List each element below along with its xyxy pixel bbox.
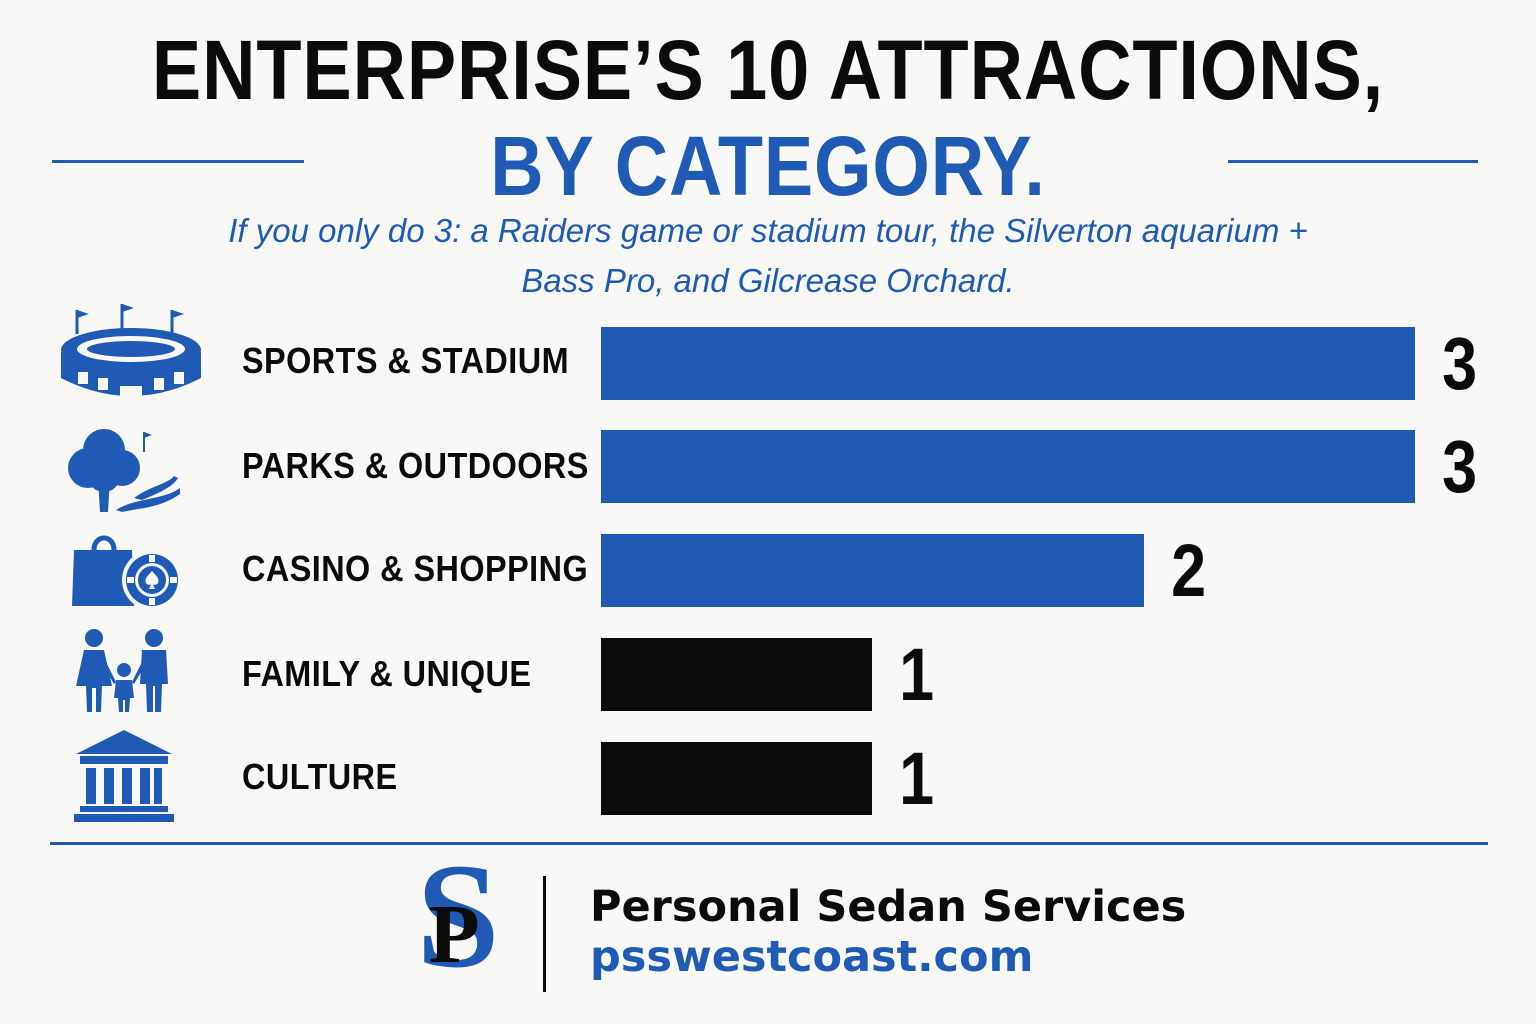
bar-value-label: 3	[1442, 322, 1478, 405]
stadium-icon	[61, 304, 201, 410]
category-label: SPORTS & STADIUM	[242, 340, 570, 381]
category-label: PARKS & OUTDOORS	[242, 445, 589, 486]
bar-value-label: 2	[1170, 529, 1206, 612]
footer-divider	[543, 876, 546, 992]
title-line-2: BY CATEGORY.	[490, 119, 1046, 213]
tree-park-icon	[68, 429, 180, 512]
svg-text:P: P	[428, 888, 479, 981]
shopping-bag-casino-chip-icon	[72, 535, 182, 610]
category-label: FAMILY & UNIQUE	[242, 653, 532, 694]
category-label: CULTURE	[242, 756, 398, 797]
bar-value-label: 1	[899, 633, 935, 716]
footer-rule	[50, 842, 1488, 845]
bar	[601, 327, 1415, 400]
bar	[601, 430, 1415, 503]
pss-monogram-logo: S P	[416, 862, 499, 988]
title-line-1: ENTERPRISE’S 10 ATTRACTIONS,	[151, 23, 1385, 117]
subtitle-line-1: If you only do 3: a Raiders game or stad…	[228, 212, 1308, 249]
title-rule-right	[1228, 160, 1478, 163]
bar-value-label: 1	[899, 737, 935, 820]
bar-value-label: 3	[1442, 425, 1478, 508]
museum-icon	[74, 730, 174, 822]
bar	[601, 742, 873, 815]
family-icon	[76, 629, 168, 712]
company-name: Personal Sedan Services	[590, 882, 1187, 932]
company-website-link[interactable]: psswestcoast.com	[590, 932, 1034, 982]
category-label: CASINO & SHOPPING	[242, 548, 589, 589]
subtitle-line-2: Bass Pro, and Gilcrease Orchard.	[521, 262, 1015, 299]
bar	[601, 638, 873, 711]
svg-text:S: S	[416, 862, 499, 988]
bar	[601, 534, 1144, 607]
title-rule-left	[52, 160, 304, 163]
